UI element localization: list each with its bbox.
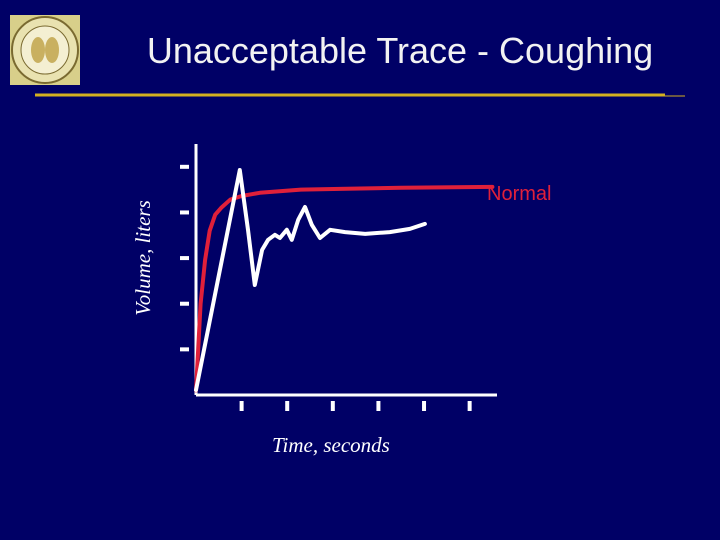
series-line xyxy=(194,184,495,393)
annotation: Normal xyxy=(487,183,551,205)
series-line xyxy=(194,168,427,392)
y-axis-label: Volume, liters xyxy=(131,200,155,316)
logo xyxy=(10,15,80,85)
title: Unacceptable Trace - Coughing xyxy=(147,30,653,71)
x-axis-label: Time, seconds xyxy=(272,433,390,457)
